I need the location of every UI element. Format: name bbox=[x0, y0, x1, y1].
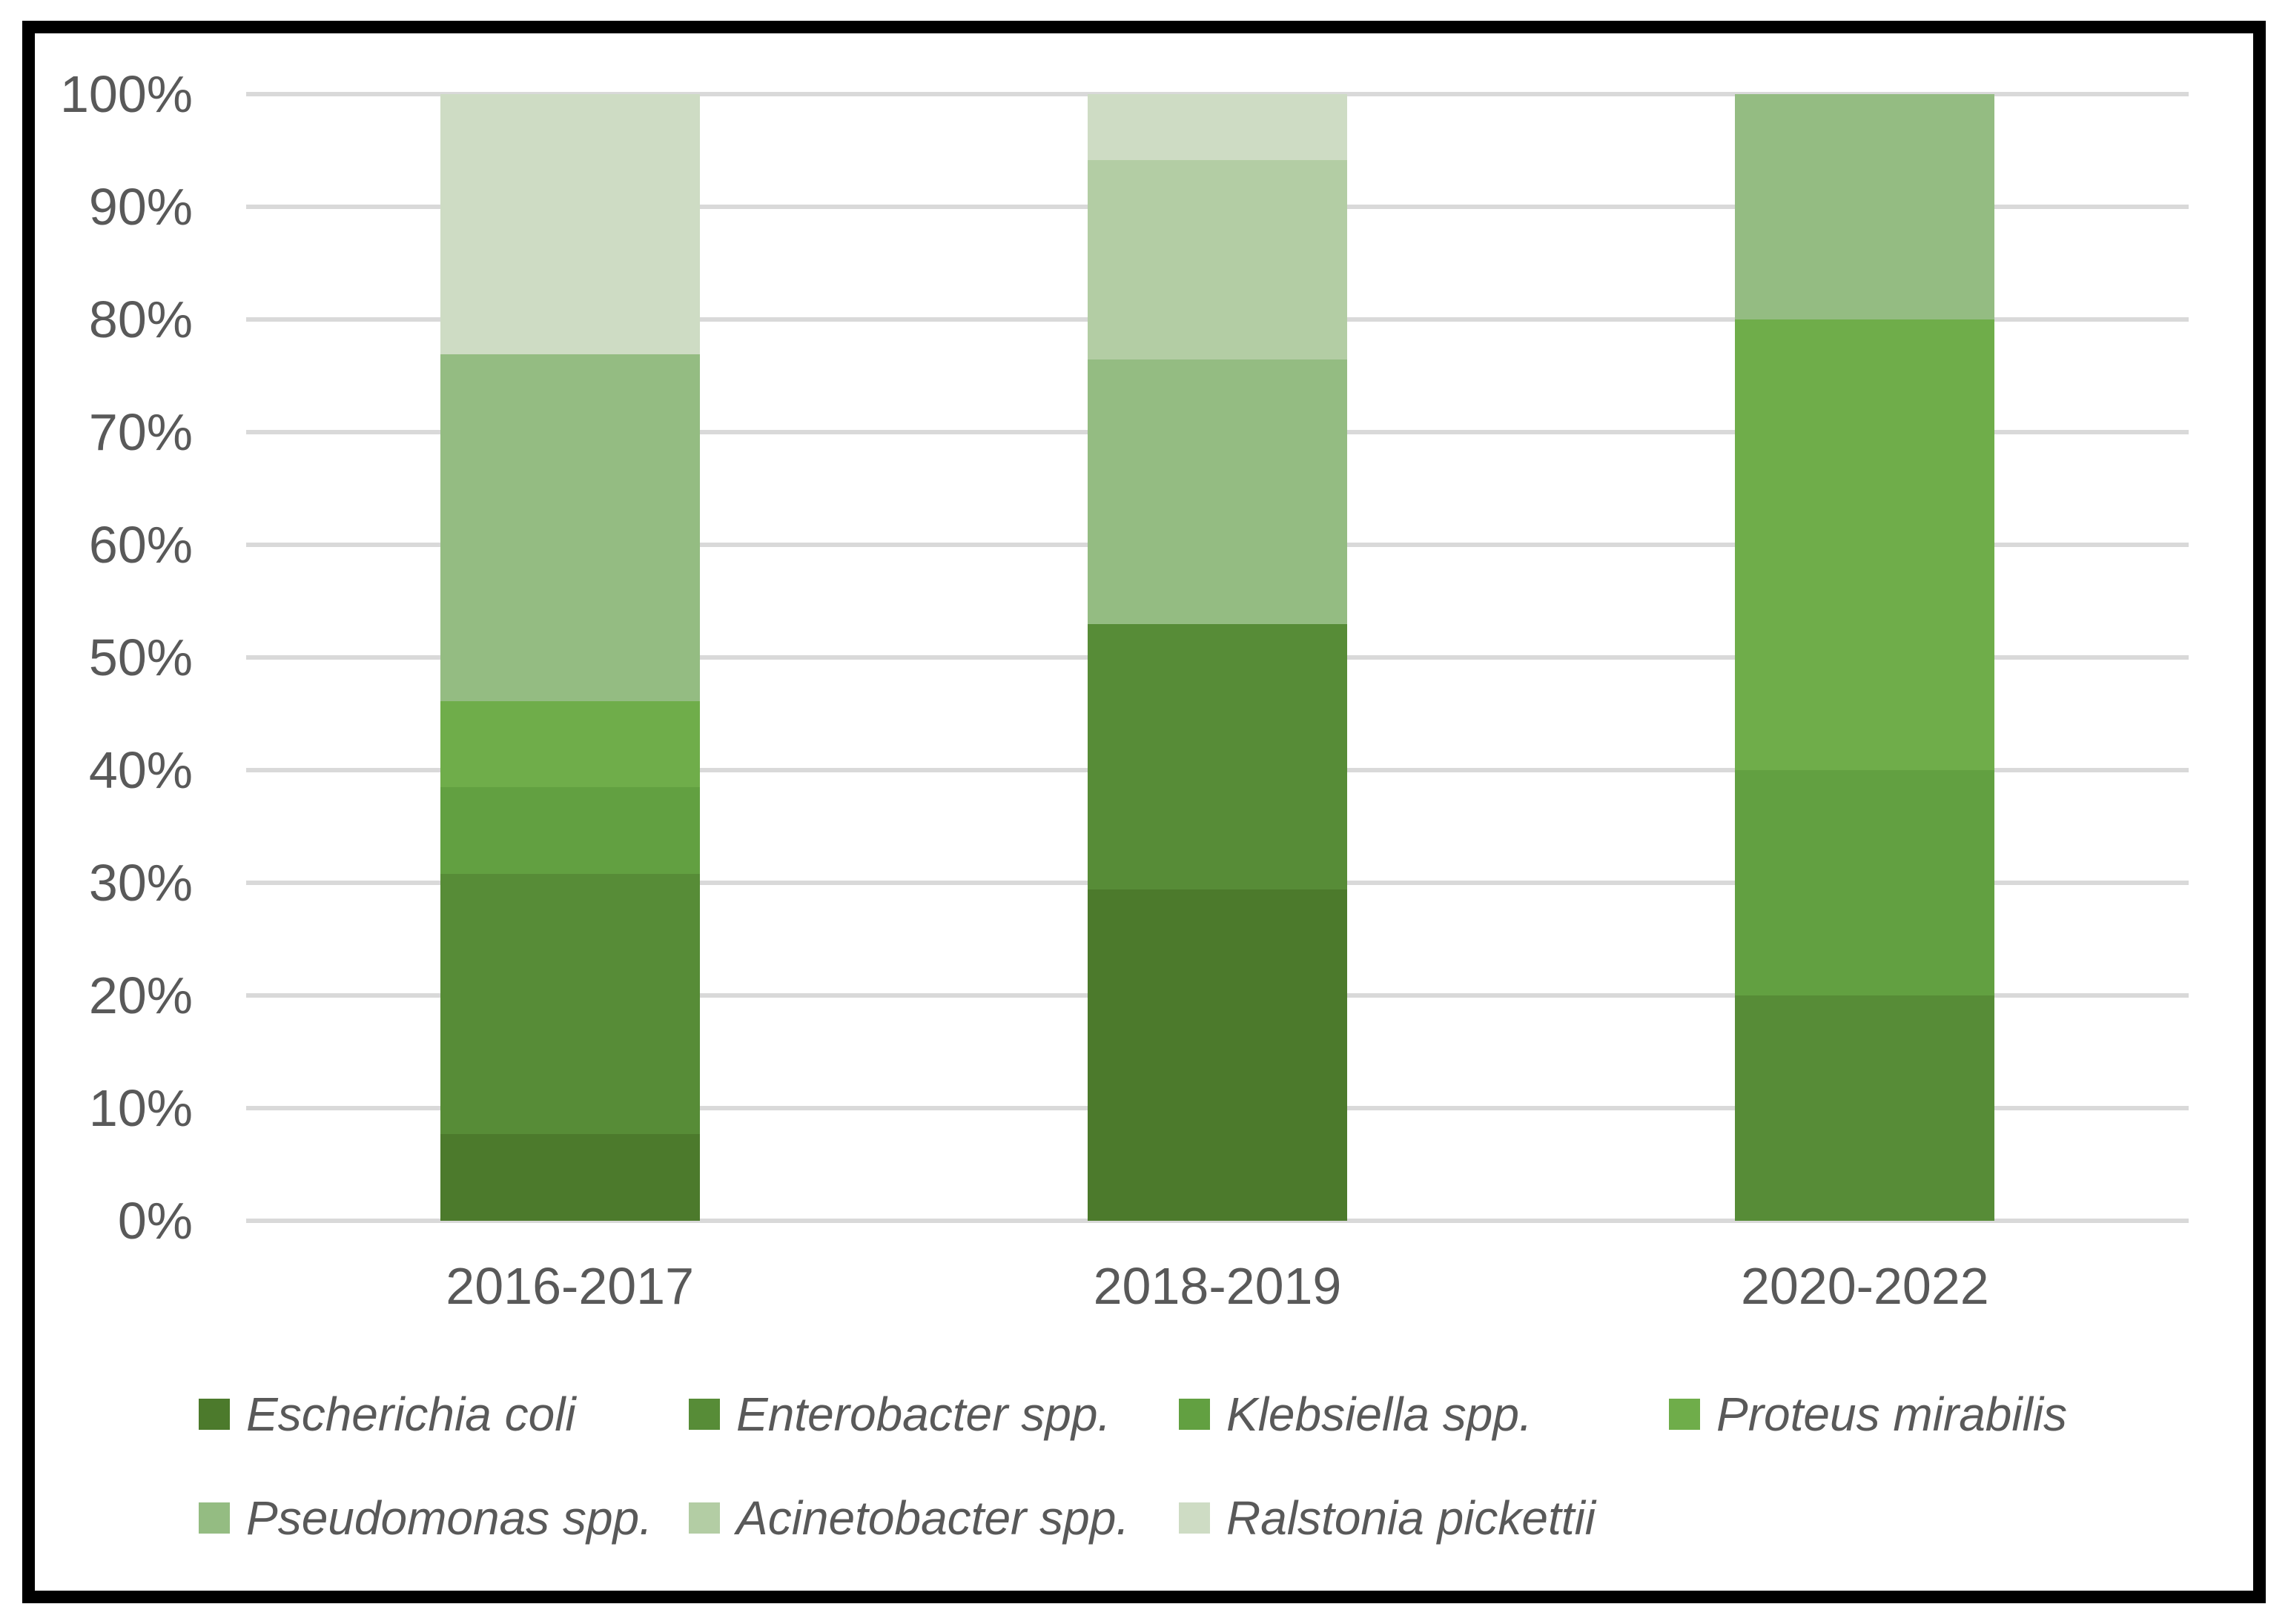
category-slot-2016-2017 bbox=[246, 94, 893, 1221]
legend-label-escherichia-coli: Escherichia coli bbox=[246, 1388, 576, 1441]
category-slot-2018-2019 bbox=[893, 94, 1541, 1221]
legend-item-enterobacter-spp: Enterobacter spp. bbox=[689, 1391, 1179, 1438]
x-category-label-2016-2017: 2016-2017 bbox=[446, 1257, 695, 1315]
gridline-100 bbox=[246, 92, 2189, 96]
bar-segment-escherichia-coli-2018-2019 bbox=[1087, 889, 1347, 1221]
bar-segment-enterobacter-spp-2020-2022 bbox=[1735, 995, 1995, 1221]
y-tick-label-0pct: 0% bbox=[117, 1192, 193, 1250]
y-tick-label-10pct: 10% bbox=[88, 1079, 193, 1137]
y-tick-label-80pct: 80% bbox=[88, 291, 193, 348]
bar-segment-ralstonia-pickettii-2018-2019 bbox=[1087, 94, 1347, 161]
bar-segment-proteus-mirabilis-2016-2017 bbox=[440, 700, 700, 788]
y-tick-label-100pct: 100% bbox=[59, 65, 193, 123]
legend-swatch-klebsiella-spp bbox=[1179, 1399, 1210, 1430]
stacked-bar-2016-2017 bbox=[440, 94, 700, 1221]
bar-segment-enterobacter-spp-2018-2019 bbox=[1087, 624, 1347, 889]
category-slot-2020-2022 bbox=[1541, 94, 2189, 1221]
legend-label-acinetobacter-spp: Acinetobacter spp. bbox=[736, 1491, 1130, 1545]
legend-item-ralstonia-pickettii: Ralstonia pickettii bbox=[1179, 1494, 1669, 1542]
legend: Escherichia coli Enterobacter spp. Klebsie… bbox=[199, 1388, 2245, 1595]
bar-segment-pseudomonas-spp-2018-2019 bbox=[1087, 359, 1347, 625]
y-tick-label-60pct: 60% bbox=[88, 516, 193, 574]
bar-segment-escherichia-coli-2016-2017 bbox=[440, 1134, 700, 1221]
legend-swatch-escherichia-coli bbox=[199, 1399, 230, 1430]
legend-row-1: Escherichia coli Enterobacter spp. Klebsie… bbox=[199, 1388, 2245, 1441]
y-tick-label-90pct: 90% bbox=[88, 178, 193, 236]
legend-item-pseudomonas-spp: Pseudomonas spp. bbox=[199, 1494, 689, 1542]
stacked-bar-2020-2022 bbox=[1735, 94, 1995, 1221]
legend-swatch-ralstonia-pickettii bbox=[1179, 1502, 1210, 1534]
legend-item-escherichia-coli: Escherichia coli bbox=[199, 1391, 689, 1438]
bar-segment-pseudomonas-spp-2016-2017 bbox=[440, 354, 700, 701]
bars-layer bbox=[246, 94, 2189, 1221]
legend-row-2: Pseudomonas spp. Acinetobacter spp. Ralsto… bbox=[199, 1491, 2245, 1545]
legend-label-enterobacter-spp: Enterobacter spp. bbox=[736, 1388, 1111, 1441]
legend-item-klebsiella-spp: Klebsiella spp. bbox=[1179, 1391, 1669, 1438]
bar-segment-acinetobacter-spp-2018-2019 bbox=[1087, 160, 1347, 359]
legend-label-proteus-mirabilis: Proteus mirabilis bbox=[1716, 1388, 2068, 1441]
bar-segment-pseudomonas-spp-2020-2022 bbox=[1735, 94, 1995, 319]
y-tick-label-30pct: 30% bbox=[88, 854, 193, 912]
x-category-label-2018-2019: 2018-2019 bbox=[1093, 1257, 1342, 1315]
y-tick-label-50pct: 50% bbox=[88, 629, 193, 686]
stacked-bar-2018-2019 bbox=[1087, 94, 1347, 1221]
y-tick-label-20pct: 20% bbox=[88, 967, 193, 1024]
legend-swatch-enterobacter-spp bbox=[689, 1399, 720, 1430]
y-tick-label-70pct: 70% bbox=[88, 403, 193, 461]
legend-swatch-acinetobacter-spp bbox=[689, 1502, 720, 1534]
bar-segment-proteus-mirabilis-2020-2022 bbox=[1735, 319, 1995, 770]
bar-segment-ralstonia-pickettii-2016-2017 bbox=[440, 94, 700, 354]
legend-swatch-proteus-mirabilis bbox=[1669, 1399, 1700, 1430]
legend-item-proteus-mirabilis: Proteus mirabilis bbox=[1669, 1391, 2159, 1438]
bar-segment-klebsiella-spp-2020-2022 bbox=[1735, 770, 1995, 995]
legend-label-klebsiella-spp: Klebsiella spp. bbox=[1226, 1388, 1533, 1441]
x-axis: 2016-2017 2018-2019 2020-2022 bbox=[246, 1260, 2189, 1312]
legend-label-ralstonia-pickettii: Ralstonia pickettii bbox=[1226, 1491, 1596, 1545]
plot-area bbox=[246, 92, 2189, 1223]
bar-segment-klebsiella-spp-2016-2017 bbox=[440, 787, 700, 875]
legend-item-acinetobacter-spp: Acinetobacter spp. bbox=[689, 1494, 1179, 1542]
bar-segment-enterobacter-spp-2016-2017 bbox=[440, 874, 700, 1135]
legend-label-pseudomonas-spp: Pseudomonas spp. bbox=[246, 1491, 652, 1545]
y-axis: 100% 90% 80% 70% 60% 50% 40% 30% 20% 10% 0% bbox=[0, 68, 193, 1247]
x-category-label-2020-2022: 2020-2022 bbox=[1740, 1257, 1989, 1315]
y-tick-label-40pct: 40% bbox=[88, 741, 193, 799]
gridline-0 bbox=[246, 1219, 2189, 1223]
legend-swatch-pseudomonas-spp bbox=[199, 1502, 230, 1534]
